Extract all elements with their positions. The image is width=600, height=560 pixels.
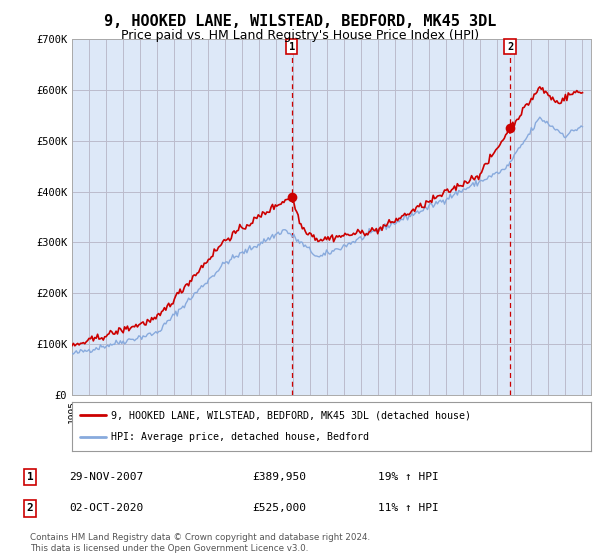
Text: 2: 2 — [26, 503, 34, 514]
Text: 9, HOOKED LANE, WILSTEAD, BEDFORD, MK45 3DL: 9, HOOKED LANE, WILSTEAD, BEDFORD, MK45 … — [104, 14, 496, 29]
Text: 1: 1 — [26, 472, 34, 482]
Text: HPI: Average price, detached house, Bedford: HPI: Average price, detached house, Bedf… — [111, 432, 369, 442]
Text: £389,950: £389,950 — [252, 472, 306, 482]
Text: 11% ↑ HPI: 11% ↑ HPI — [378, 503, 439, 514]
Text: Contains HM Land Registry data © Crown copyright and database right 2024.
This d: Contains HM Land Registry data © Crown c… — [30, 533, 370, 553]
Text: 02-OCT-2020: 02-OCT-2020 — [69, 503, 143, 514]
Text: 19% ↑ HPI: 19% ↑ HPI — [378, 472, 439, 482]
Text: 29-NOV-2007: 29-NOV-2007 — [69, 472, 143, 482]
Text: 1: 1 — [289, 42, 295, 52]
Text: £525,000: £525,000 — [252, 503, 306, 514]
Text: 2: 2 — [507, 42, 513, 52]
Text: Price paid vs. HM Land Registry's House Price Index (HPI): Price paid vs. HM Land Registry's House … — [121, 29, 479, 42]
Text: 9, HOOKED LANE, WILSTEAD, BEDFORD, MK45 3DL (detached house): 9, HOOKED LANE, WILSTEAD, BEDFORD, MK45 … — [111, 410, 471, 421]
